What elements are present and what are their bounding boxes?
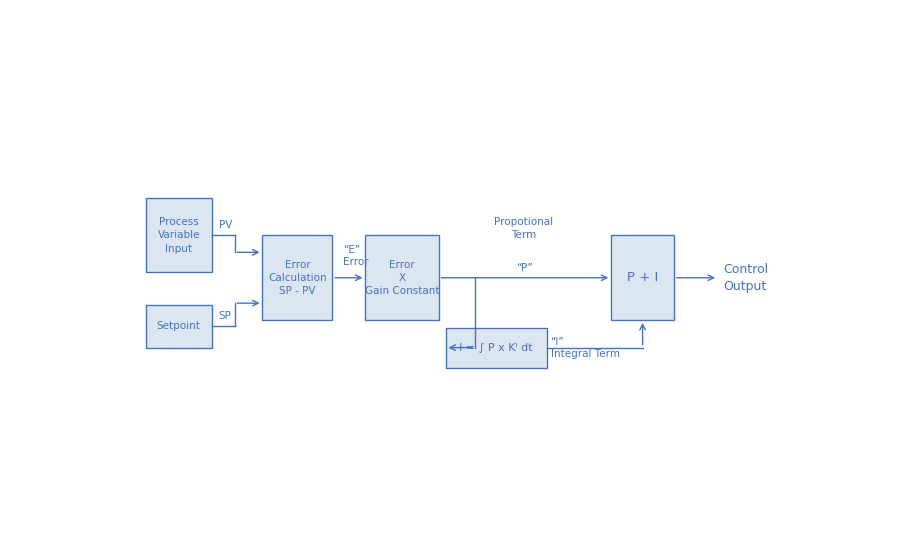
FancyBboxPatch shape — [146, 305, 212, 348]
FancyBboxPatch shape — [611, 235, 674, 320]
Text: P + I: P + I — [627, 271, 658, 284]
FancyBboxPatch shape — [365, 235, 438, 320]
Text: I = ∫ P x Kᴵ dt: I = ∫ P x Kᴵ dt — [459, 343, 533, 353]
FancyBboxPatch shape — [263, 235, 332, 320]
Text: PV: PV — [219, 221, 232, 230]
FancyBboxPatch shape — [446, 327, 546, 368]
Text: Propotional
Term: Propotional Term — [494, 217, 554, 240]
Text: Error
X
Gain Constant: Error X Gain Constant — [364, 260, 439, 296]
Text: “E”
Error: “E” Error — [343, 245, 368, 267]
Text: SP: SP — [219, 311, 231, 321]
Text: Control
Output: Control Output — [723, 263, 768, 293]
Text: “I”
Integral Term: “I” Integral Term — [551, 337, 619, 360]
Text: Setpoint: Setpoint — [157, 321, 201, 332]
Text: “P”: “P” — [516, 263, 533, 273]
Text: Error
Calculation
SP - PV: Error Calculation SP - PV — [268, 260, 327, 296]
Text: Process
Variable
Input: Process Variable Input — [158, 217, 200, 254]
FancyBboxPatch shape — [146, 199, 212, 272]
